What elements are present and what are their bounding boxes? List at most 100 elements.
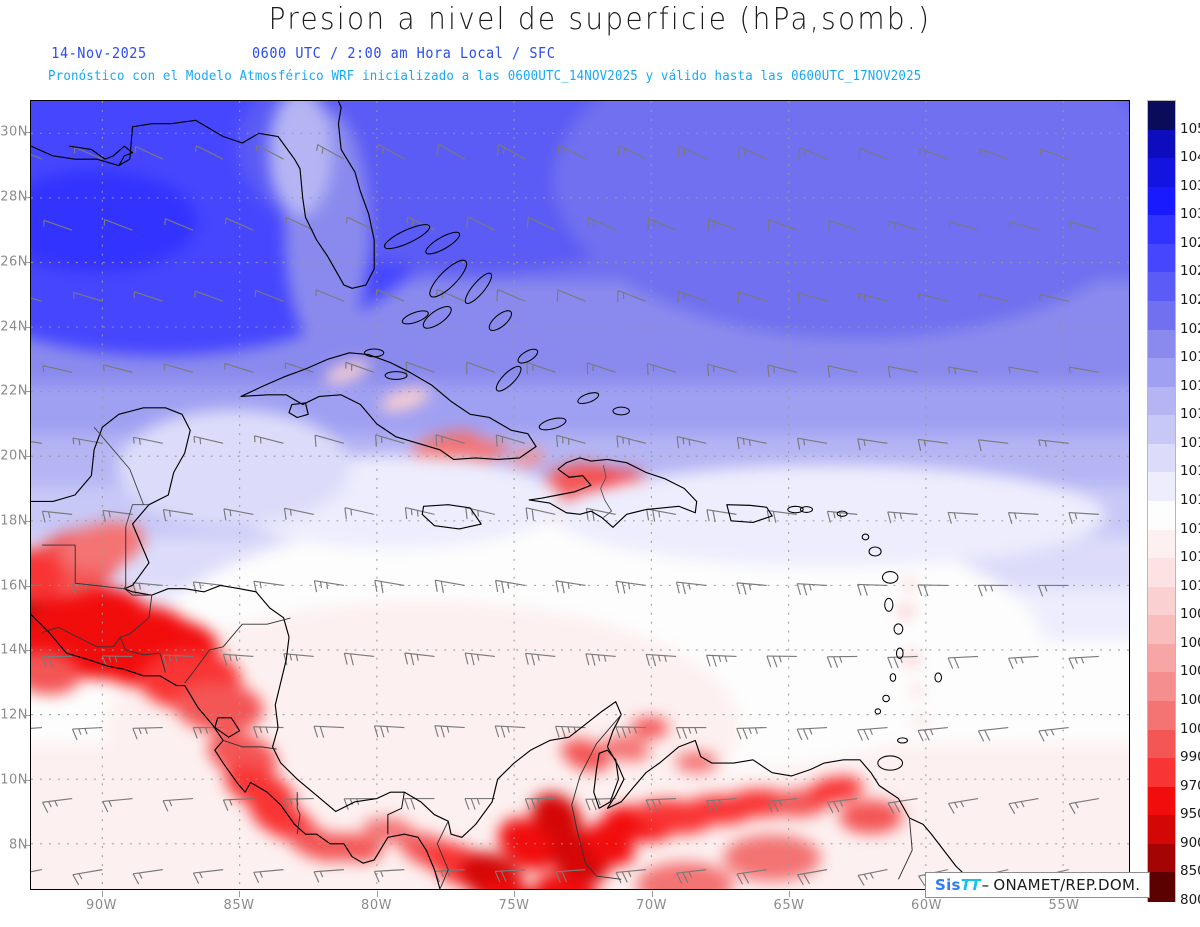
colorbar-level-label: 1014 <box>1180 492 1200 508</box>
y-axis-tick <box>24 844 30 846</box>
colorbar-band <box>1148 672 1175 702</box>
colorbar-level-label: 900 <box>1180 834 1200 851</box>
forecast-time-level: 0600 UTC / 2:00 am Hora Local / SFC <box>252 44 556 62</box>
colorbar-band <box>1148 501 1175 531</box>
colorbar-level-label: 1000 <box>1180 720 1200 737</box>
y-axis-tick <box>24 197 30 199</box>
colorbar-level-label: 1016 <box>1180 434 1200 451</box>
colorbar-band <box>1148 615 1175 645</box>
model-description: Pronóstico con el Modelo Atmosférico WRF… <box>48 68 922 84</box>
colorbar-level-label: 1040 <box>1180 149 1200 166</box>
colorbar-level-label: 970 <box>1180 777 1200 794</box>
colorbar-band <box>1148 843 1175 873</box>
y-axis-tick-label: 30N <box>0 124 28 140</box>
y-axis-tick-label: 26N <box>0 254 28 270</box>
colorbar-level-label: 1004 <box>1180 663 1200 680</box>
y-axis-tick-label: 20N <box>0 448 28 464</box>
coastlines-layer <box>31 101 987 889</box>
attribution-organization: ONAMET/REP.DOM. <box>993 876 1141 894</box>
colorbar-level-label: 800 <box>1180 892 1200 908</box>
colorbar-band <box>1148 643 1175 673</box>
x-axis-tick <box>789 891 790 897</box>
map-plot-area[interactable] <box>30 100 1130 890</box>
y-axis-tick-label: 10N <box>0 772 28 788</box>
forecast-date: 14-Nov-2025 <box>51 44 147 62</box>
y-axis-tick <box>24 391 30 393</box>
colorbar-level-label: 990 <box>1180 749 1200 766</box>
colorbar-level-label: 1006 <box>1180 634 1200 651</box>
x-axis-tick-label: 80W <box>361 898 392 913</box>
colorbar-band <box>1148 129 1175 159</box>
x-axis-tick-label: 70W <box>636 898 667 913</box>
colorbar-band <box>1148 272 1175 302</box>
y-axis-tick <box>24 456 30 458</box>
colorbar-band <box>1148 758 1175 788</box>
colorbar-level-label: 1030 <box>1180 206 1200 223</box>
x-axis-tick-label: 60W <box>911 898 942 913</box>
colorbar-band <box>1148 872 1175 902</box>
colorbar-band <box>1148 558 1175 588</box>
colorbar-band <box>1148 358 1175 388</box>
colorbar-band <box>1148 301 1175 331</box>
y-axis-tick <box>24 326 30 328</box>
colorbar-band <box>1148 701 1175 731</box>
y-axis-tick-label: 18N <box>0 513 28 529</box>
y-axis-tick <box>24 585 30 587</box>
colorbar-level-label: 1019 <box>1180 349 1200 366</box>
y-axis-tick-label: 22N <box>0 383 28 399</box>
y-axis-tick-label: 28N <box>0 189 28 205</box>
x-axis-tick <box>239 891 240 897</box>
colorbar-level-label: 1018 <box>1180 377 1200 394</box>
colorbar-level-label: 1012 <box>1180 549 1200 566</box>
colorbar-band <box>1148 215 1175 245</box>
x-axis-tick-label: 55W <box>1048 898 1080 913</box>
colorbar-band <box>1148 415 1175 445</box>
brand-tt-text: TT <box>960 876 981 894</box>
colorbar-band <box>1148 815 1175 845</box>
y-axis-tick-label: 8N <box>9 837 28 853</box>
y-axis-tick <box>24 779 30 781</box>
colorbar-level-label: 1017 <box>1180 406 1200 423</box>
y-axis-tick <box>24 715 30 717</box>
x-axis-tick-label: 90W <box>86 898 117 913</box>
colorbar-level-label: 1015 <box>1180 463 1200 480</box>
colorbar-level-label: 1020 <box>1180 320 1200 337</box>
brand-sis-text: Sis <box>935 876 961 894</box>
colorbar-level-label: 1028 <box>1180 234 1200 251</box>
colorbar-band <box>1148 186 1175 216</box>
colorbar-band <box>1148 158 1175 188</box>
y-axis-tick <box>24 132 30 134</box>
colorbar-level-label: 1035 <box>1180 177 1200 194</box>
x-axis-tick <box>101 891 103 897</box>
x-axis-tick-label: 65W <box>773 898 805 913</box>
x-axis-tick <box>651 891 653 897</box>
colorbar-band <box>1148 529 1175 559</box>
colorbar-band <box>1148 729 1175 759</box>
wind-barbs-layer <box>31 143 1099 887</box>
colorbar-band <box>1148 101 1175 131</box>
colorbar-level-label: 950 <box>1180 806 1200 823</box>
x-axis-tick <box>376 891 378 897</box>
y-axis-tick-label: 24N <box>0 319 28 335</box>
colorbar-band <box>1148 586 1175 616</box>
y-axis-tick <box>24 261 30 263</box>
page-title: Presion a nivel de superficie (hPa,somb.… <box>268 2 932 37</box>
colorbar-band <box>1148 443 1175 473</box>
attribution-separator: – <box>981 876 990 894</box>
colorbar-band <box>1148 386 1175 416</box>
colorbar-level-label: 1013 <box>1180 520 1200 537</box>
y-axis-tick-label: 14N <box>0 642 28 658</box>
colorbar-level-label: 1008 <box>1180 606 1200 623</box>
colorbar-band <box>1148 472 1175 502</box>
colorbar-level-label: 1002 <box>1180 692 1200 708</box>
y-axis-tick-label: 16N <box>0 578 28 594</box>
pressure-colorbar <box>1147 100 1176 902</box>
y-axis-tick <box>24 650 30 652</box>
attribution-badge: Sis TT – ONAMET/REP.DOM. <box>925 872 1151 898</box>
map-gridlines <box>31 101 1129 889</box>
pressure-shading-layer <box>31 101 1129 889</box>
colorbar-band <box>1148 786 1175 816</box>
pressure-colorbar-labels: 1050 1040 1035 1030 1028 1025 1022 1020 1019 1018… <box>1180 100 1200 908</box>
colorbar-level-label: 1022 <box>1180 292 1200 308</box>
colorbar-level-label: 850 <box>1180 863 1200 880</box>
